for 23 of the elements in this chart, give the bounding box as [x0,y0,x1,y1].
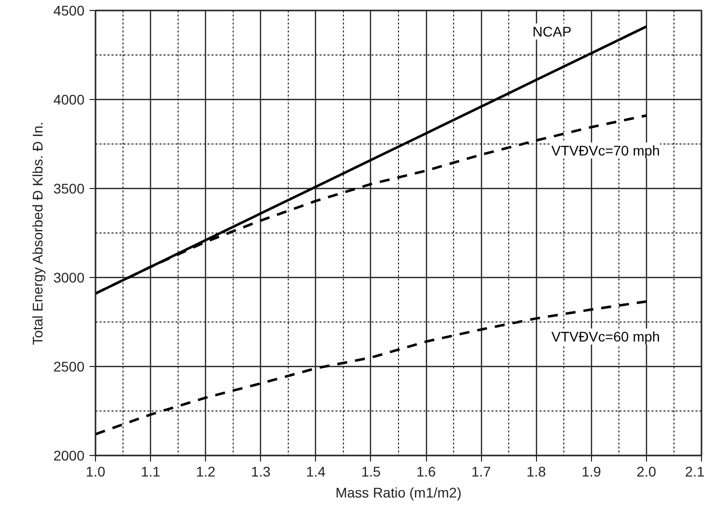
y-axis-title: Total Energy Absorbed Ð Klbs. Ð In. [29,122,46,346]
x-tick-label: 1.1 [140,464,161,480]
x-tick-label: 1.6 [416,464,436,480]
x-tick-label: 1.4 [306,464,326,480]
x-axis-title: Mass Ratio (m1/m2) [335,484,462,500]
x-tick-label: 1.3 [251,464,271,480]
x-tick-label: 1.9 [582,464,602,480]
y-tick-label: 4500 [53,2,85,18]
y-tick-label: 2000 [53,448,85,464]
x-tick-label: 1.2 [196,464,216,480]
x-tick-label: 2.0 [636,464,656,480]
series-label: NCAP [532,24,572,40]
x-tick-label: 1.8 [526,464,546,480]
x-tick-label: 2.1 [685,464,704,480]
x-tick-label: 1.0 [86,464,106,480]
series-label: VTVÐVc=60 mph [551,328,660,345]
y-tick-label: 3000 [53,270,85,286]
y-tick-label: 2500 [53,358,85,374]
y-tick-label: 3500 [53,180,85,196]
x-tick-label: 1.7 [471,464,492,480]
y-tick-label: 4000 [53,92,85,108]
x-tick-label: 1.5 [361,464,381,480]
series-label: VTVÐVc=70 mph [551,142,660,159]
